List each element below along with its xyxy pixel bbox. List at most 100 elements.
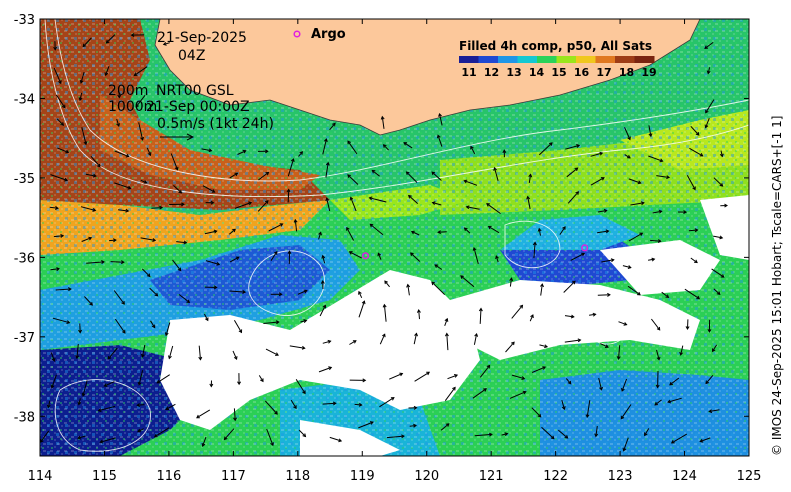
current-vector-head	[438, 112, 442, 117]
current-vector-head	[413, 405, 418, 410]
current-vector	[444, 318, 448, 326]
current-vector-head	[137, 428, 142, 433]
current-vector	[618, 345, 621, 360]
annotation-200m: 200m	[108, 83, 148, 99]
current-vector	[264, 400, 278, 415]
colorbar-tick-label: 18	[619, 66, 634, 79]
current-vector	[464, 227, 471, 234]
current-vector-head	[648, 133, 653, 138]
current-vector	[650, 239, 661, 242]
current-vector-head	[141, 353, 145, 358]
current-vector-head	[136, 403, 141, 408]
current-vector	[295, 379, 306, 394]
current-vector	[705, 374, 714, 384]
current-vector	[713, 177, 723, 187]
current-vector-head	[216, 261, 221, 266]
current-vector-head	[332, 122, 336, 127]
current-vector-head	[349, 196, 354, 201]
current-vector	[473, 333, 478, 345]
current-vector	[700, 437, 711, 442]
current-vector	[688, 229, 698, 232]
current-vector-head	[174, 166, 179, 171]
current-vector	[557, 429, 568, 439]
current-vector	[531, 366, 546, 373]
current-vector-head	[719, 153, 724, 158]
current-vector-head	[104, 72, 109, 77]
current-vector	[294, 219, 298, 232]
current-vector	[170, 153, 178, 170]
current-vector	[511, 374, 525, 380]
current-vector-head	[486, 203, 490, 207]
current-vector	[322, 340, 331, 344]
current-vector	[50, 174, 68, 181]
current-vector	[263, 321, 279, 324]
current-vector-head	[209, 383, 214, 388]
current-vector	[531, 407, 542, 418]
current-vector	[709, 409, 720, 412]
argo-legend-icon	[293, 30, 301, 38]
current-vector-head	[371, 169, 376, 174]
current-vector-head	[325, 161, 330, 166]
colorbar-tick-label: 16	[574, 66, 590, 79]
colorbar-tick-label: 17	[596, 66, 611, 79]
current-vector-head	[147, 152, 152, 157]
current-vector	[464, 180, 478, 186]
current-vector-head	[293, 405, 297, 410]
current-vector-head	[627, 265, 632, 269]
current-vector-head	[679, 351, 684, 356]
current-vector-head	[390, 397, 395, 401]
current-vector	[297, 290, 307, 295]
current-vector-head	[599, 386, 603, 391]
current-vector-head	[711, 348, 716, 353]
current-vector	[151, 207, 163, 209]
current-vector-head	[248, 201, 253, 206]
current-vector	[137, 404, 145, 406]
current-vector	[163, 42, 170, 45]
current-vector-head	[548, 142, 553, 146]
lat-tick-label: -33	[14, 13, 35, 28]
current-vector-head	[431, 171, 436, 176]
current-vector	[229, 172, 238, 179]
colorbar-swatches	[459, 56, 655, 63]
current-vector-head	[399, 372, 404, 377]
current-vector-head	[655, 384, 660, 389]
current-vector	[431, 281, 446, 296]
current-vector	[432, 202, 442, 206]
current-vector	[438, 231, 447, 233]
current-vector-head	[699, 438, 704, 443]
current-vector	[202, 436, 207, 447]
current-vector-head	[88, 236, 93, 241]
current-vector-head	[302, 433, 307, 438]
current-vector-head	[196, 414, 200, 419]
current-vector	[290, 399, 297, 409]
current-vector	[49, 206, 58, 209]
current-vector-head	[537, 227, 542, 232]
current-vector-head	[407, 194, 412, 199]
current-vector	[597, 230, 609, 234]
current-vector-head	[519, 304, 524, 309]
current-vector-head	[347, 140, 351, 145]
current-vector	[78, 398, 81, 405]
current-vector-head	[380, 115, 385, 120]
current-vector-head	[603, 208, 608, 213]
current-vector-head	[274, 410, 278, 415]
current-vector	[705, 118, 710, 128]
annotation-1000m: 1000m	[108, 99, 157, 115]
colorbar-swatch	[556, 56, 577, 63]
colorbar-tick-label: 15	[551, 66, 566, 79]
current-vector	[648, 155, 663, 162]
current-vector-head	[146, 273, 151, 278]
current-vector	[654, 399, 662, 406]
current-vector	[79, 92, 83, 101]
current-vector	[55, 94, 66, 108]
current-vector-head	[666, 175, 671, 180]
current-vector	[479, 308, 482, 324]
argo-float-markers	[361, 244, 589, 260]
current-vector-head	[607, 292, 611, 297]
annotation-product: NRT00 GSL	[156, 83, 234, 99]
current-vector-head	[162, 41, 167, 46]
current-vector-head	[488, 432, 493, 437]
current-vector	[349, 251, 362, 259]
current-vector	[156, 374, 170, 384]
